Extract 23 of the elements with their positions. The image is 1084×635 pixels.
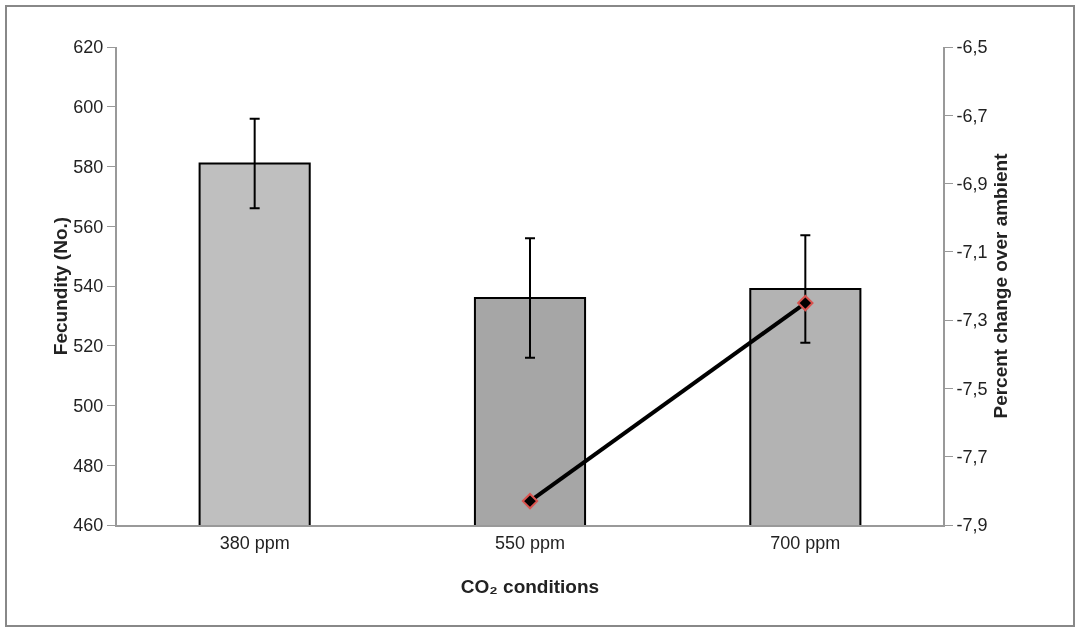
y2-tick-label: -6,9 (956, 173, 988, 194)
y-tick-label: 580 (73, 156, 104, 177)
x-tick-label: 380 ppm (219, 532, 290, 553)
y2-axis-title: Percent change over ambient (989, 152, 1011, 419)
y-tick-label: 500 (73, 395, 104, 416)
y2-tick-label: -6,7 (956, 105, 988, 126)
y-tick-label: 520 (73, 336, 104, 357)
y2-tick-label: -6,5 (956, 37, 988, 58)
y-tick-label: 560 (73, 216, 104, 237)
y2-tick-label: -7,1 (956, 242, 988, 263)
x-tick-label: 550 ppm (494, 532, 566, 553)
y-tick-label: 620 (73, 37, 104, 58)
y2-tick-label: -7,5 (956, 378, 988, 399)
y-tick-label: 460 (73, 515, 104, 536)
y-tick-label: 480 (73, 455, 104, 476)
y-axis-title: Fecundity (No.) (50, 216, 72, 356)
y2-tick-label: -7,9 (956, 515, 988, 536)
x-tick-label: 700 ppm (770, 532, 841, 553)
y2-tick-label: -7,3 (956, 310, 988, 331)
x-axis-title: CO₂ conditions (460, 576, 600, 597)
y-tick-label: 540 (73, 276, 104, 297)
y2-tick-label: -7,7 (956, 447, 988, 468)
y-tick-label: 600 (73, 97, 104, 118)
